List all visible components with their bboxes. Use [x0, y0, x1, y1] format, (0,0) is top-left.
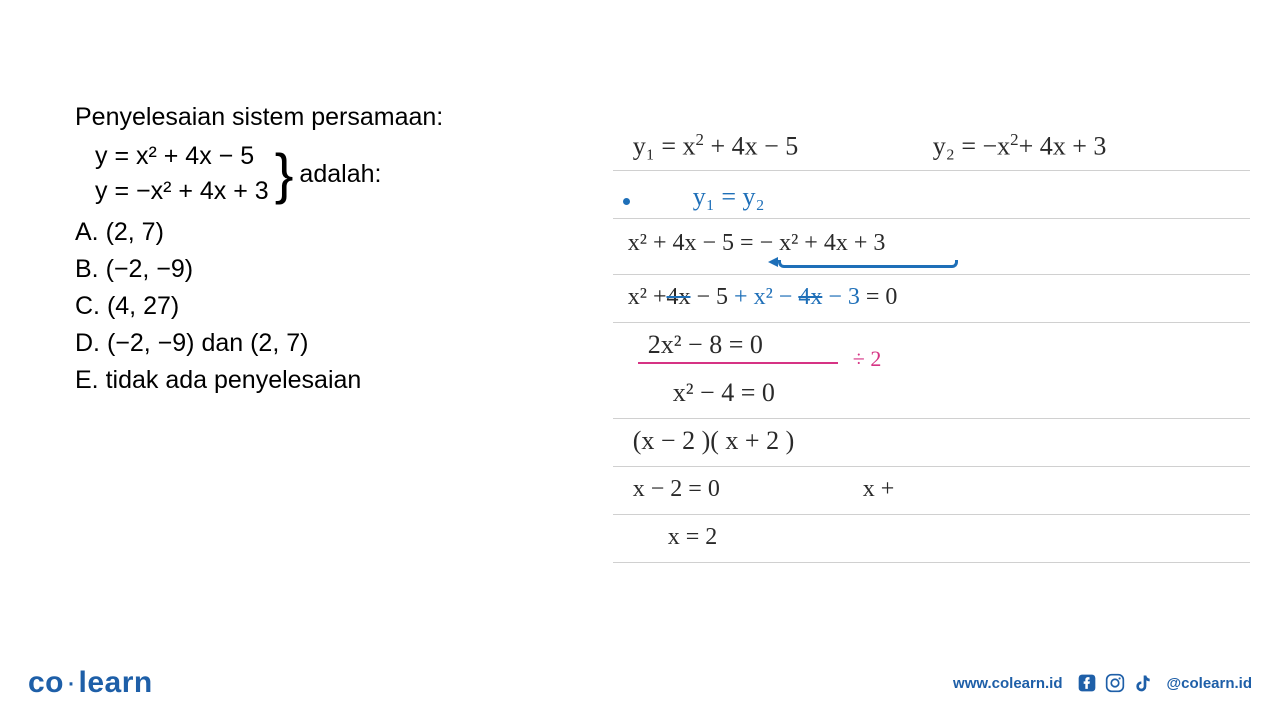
ruled-line — [613, 466, 1250, 467]
equation-2: y = −x² + 4x + 3 — [95, 174, 269, 209]
bullet-icon — [623, 198, 630, 205]
equation-system: y = x² + 4x − 5 y = −x² + 4x + 3 } adala… — [95, 139, 593, 209]
pink-divider — [638, 362, 838, 364]
divide-by-2: ÷ 2 — [853, 346, 882, 372]
step-y1eqy2: y₁ = y₂ — [693, 182, 765, 212]
worked-solution: y₁ = x2 + 4x − 5 y₂ = −x2+ 4x + 3 y₁ = y… — [613, 100, 1250, 400]
brand-logo: co·learn — [28, 666, 153, 700]
brace-icon: } — [275, 149, 294, 199]
question-title: Penyelesaian sistem persamaan: — [75, 100, 593, 135]
main-content: Penyelesaian sistem persamaan: y = x² + … — [75, 100, 1250, 400]
option-b: B. (−2, −9) — [75, 252, 593, 287]
ruled-line — [613, 218, 1250, 219]
y2-definition: y₂ = −x2+ 4x + 3 — [933, 130, 1107, 162]
step-quadratic: x² − 4 = 0 — [673, 378, 775, 408]
ruled-line — [613, 562, 1250, 563]
social-icons — [1077, 673, 1153, 693]
ruled-line — [613, 322, 1250, 323]
step-expand: x² + 4x − 5 = − x² + 4x + 3 — [628, 230, 886, 257]
question-panel: Penyelesaian sistem persamaan: y = x² + … — [75, 100, 593, 400]
ruled-line — [613, 418, 1250, 419]
option-e: E. tidak ada penyelesaian — [75, 363, 593, 398]
underbrace-icon — [778, 260, 958, 268]
ruled-line — [613, 170, 1250, 171]
option-d: D. (−2, −9) dan (2, 7) — [75, 326, 593, 361]
arrow-icon — [768, 257, 778, 267]
equation-1: y = x² + 4x − 5 — [95, 139, 269, 174]
footer: co·learn www.colearn.id @colearn.id — [0, 666, 1280, 700]
step-simplify: 2x² − 8 = 0 — [648, 330, 763, 360]
footer-url: www.colearn.id — [953, 675, 1062, 692]
ruled-line — [613, 274, 1250, 275]
instagram-icon — [1105, 673, 1125, 693]
footer-right: www.colearn.id @colearn.id — [953, 673, 1252, 693]
step-factor: (x − 2 )( x + 2 ) — [633, 426, 794, 456]
option-c: C. (4, 27) — [75, 289, 593, 324]
step-move-terms: x² +4x − 5 + x² − 4x − 3 = 0 — [628, 284, 898, 311]
adalah-text: adalah: — [299, 157, 381, 192]
step-root1: x − 2 = 0 — [633, 476, 720, 503]
footer-handle: @colearn.id — [1167, 675, 1252, 692]
answer-options: A. (2, 7) B. (−2, −9) C. (4, 27) D. (−2,… — [75, 215, 593, 398]
option-a: A. (2, 7) — [75, 215, 593, 250]
tiktok-icon — [1133, 673, 1153, 693]
facebook-icon — [1077, 673, 1097, 693]
y1-definition: y₁ = x2 + 4x − 5 — [633, 130, 799, 162]
step-root2: x + — [863, 476, 895, 503]
step-x2: x = 2 — [668, 524, 718, 551]
ruled-line — [613, 514, 1250, 515]
